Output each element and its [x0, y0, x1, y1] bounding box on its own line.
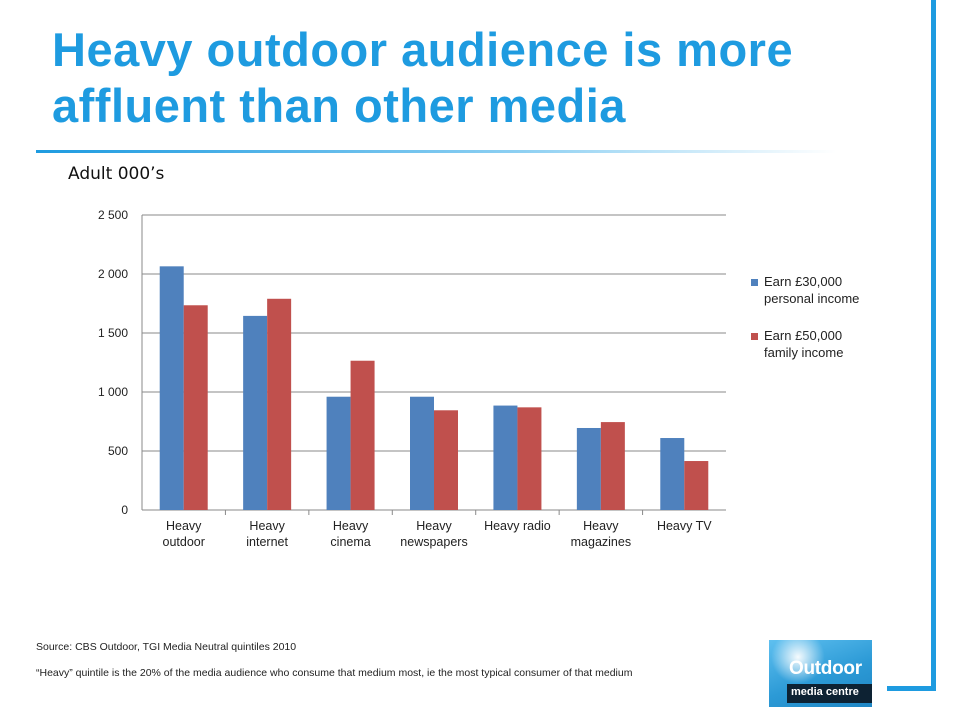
legend-label: personal income [764, 291, 859, 306]
legend-label: Earn £50,000 [764, 328, 842, 343]
y-tick-label: 1 000 [98, 385, 128, 399]
bar [183, 305, 208, 510]
chart-subtitle: Adult 000’s [68, 164, 165, 184]
y-tick-label: 500 [108, 444, 128, 458]
y-tick-label: 0 [121, 503, 128, 517]
y-tick-label: 2 000 [98, 267, 128, 281]
bar [684, 461, 709, 510]
frame-bottom-border [887, 686, 936, 691]
y-tick-label: 1 500 [98, 326, 128, 340]
x-tick-label: cinema [330, 535, 370, 549]
bar [326, 396, 351, 510]
bar [600, 422, 625, 510]
x-tick-label: Heavy radio [484, 519, 551, 533]
x-tick-label: newspapers [400, 535, 467, 549]
logo-text-outdoor: Outdoor [789, 658, 862, 679]
bar [576, 427, 601, 510]
bar [410, 396, 434, 510]
logo-dark-bar [787, 684, 872, 703]
title-underline [36, 150, 836, 153]
bar [159, 266, 184, 510]
x-tick-label: magazines [571, 535, 631, 549]
x-tick-label: outdoor [163, 535, 205, 549]
logo-text-media-centre: media centre [791, 686, 859, 698]
x-tick-label: Heavy [333, 519, 369, 533]
definition-note: “Heavy” quintile is the 20% of the media… [36, 667, 633, 679]
frame-right-border [931, 0, 936, 690]
logo-burst-graphic [771, 640, 825, 684]
x-tick-label: internet [246, 535, 288, 549]
bar [434, 410, 458, 510]
bar [350, 360, 375, 510]
x-tick-label: Heavy [583, 519, 619, 533]
legend-label: family income [764, 345, 843, 360]
x-tick-label: Heavy [416, 519, 452, 533]
outdoor-media-centre-logo: Outdoor media centre [769, 640, 872, 707]
legend-label: Earn £30,000 [764, 274, 842, 289]
bar [493, 405, 518, 510]
bar [243, 315, 268, 510]
bar [660, 438, 685, 510]
x-tick-label: Heavy [249, 519, 285, 533]
source-note: Source: CBS Outdoor, TGI Media Neutral q… [36, 641, 297, 653]
bar-chart: 0 500 1 000 1 500 2 000 2 500 Heavy outdoor Heav… [98, 208, 859, 549]
y-tick-label: 2 500 [98, 208, 128, 222]
bar [267, 298, 292, 510]
x-tick-label: Heavy [166, 519, 202, 533]
legend-swatch [751, 279, 758, 286]
bar [517, 407, 542, 510]
x-tick-label: Heavy TV [657, 519, 712, 533]
slide-title: Heavy outdoor audience is more affluent … [52, 23, 794, 132]
legend-swatch [751, 333, 758, 340]
